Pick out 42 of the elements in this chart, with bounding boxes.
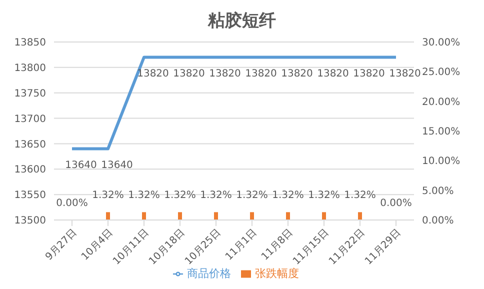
y2-tick-label: 0.00% (422, 216, 454, 227)
y-tick-label: 13550 (14, 190, 46, 202)
x-tick-label: 11月1日 (224, 227, 260, 263)
data-label: 0.00% (380, 198, 412, 209)
data-label: 13820 (209, 68, 241, 80)
data-label: 13820 (317, 68, 349, 80)
data-label: 1.32% (128, 190, 160, 202)
y-tick-label: 13800 (14, 62, 46, 74)
data-label: 1.32% (272, 190, 304, 202)
data-label: 0.00% (56, 198, 88, 209)
y-tick-label: 13650 (14, 139, 46, 150)
y-tick-label: 13750 (14, 88, 46, 100)
data-label: 13640 (101, 160, 133, 171)
x-tick-label: 9月27日 (44, 227, 80, 263)
y2-tick-label: 10.00% (422, 156, 460, 168)
data-label: 1.32% (236, 190, 268, 202)
y2-tick-label: 15.00% (422, 126, 460, 138)
y2-tick-label: 30.00% (422, 38, 460, 49)
data-label: 13820 (173, 68, 205, 80)
data-label: 13820 (389, 68, 421, 80)
y-tick-label: 13850 (14, 38, 46, 49)
chart-title: 粘胶短纤 (206, 10, 277, 33)
data-label: 13820 (137, 68, 169, 80)
x-tick-label: 10月25日 (183, 227, 224, 268)
data-label: 1.32% (200, 190, 232, 202)
data-label: 13820 (281, 68, 313, 80)
data-label: 13820 (245, 68, 277, 80)
x-tick-label: 11月29日 (363, 227, 404, 268)
data-label: 1.32% (92, 190, 124, 202)
data-label: 1.32% (344, 190, 376, 202)
data-label: 13820 (353, 68, 385, 80)
legend-label: 张跌幅度 (255, 267, 299, 280)
y2-tick-label: 5.00% (422, 186, 454, 197)
legend-label: 商品价格 (187, 267, 231, 280)
data-label: 1.32% (164, 190, 196, 202)
y2-tick-label: 25.00% (422, 67, 460, 78)
y-tick-label: 13600 (14, 164, 46, 176)
data-label: 1.32% (308, 190, 340, 202)
y-tick-label: 13500 (14, 216, 46, 227)
data-label: 13640 (65, 160, 97, 171)
y2-tick-label: 20.00% (422, 96, 460, 108)
y-tick-label: 13700 (14, 114, 46, 125)
